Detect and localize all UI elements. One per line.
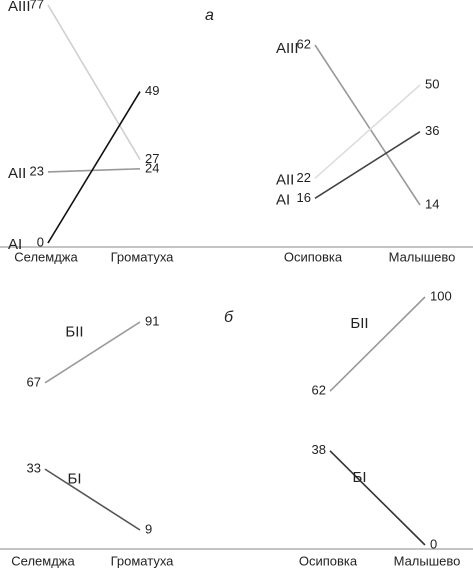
value-label: 62 [297, 36, 311, 51]
slope-line [329, 296, 426, 392]
category-label: Малышево [394, 553, 461, 568]
value-label: 50 [425, 76, 439, 91]
value-label: 38 [312, 442, 326, 457]
value-label: 33 [27, 461, 41, 476]
value-label: 16 [297, 190, 311, 205]
value-label: 27 [145, 151, 159, 166]
value-label: 23 [30, 163, 44, 178]
series-name: БII [350, 315, 368, 332]
slope-line [47, 91, 141, 244]
value-label: 0 [37, 234, 44, 249]
value-label: 14 [425, 196, 439, 211]
category-label: Осиповка [299, 553, 358, 568]
series-name: АIII [8, 0, 31, 15]
series-name: АI [276, 191, 290, 208]
category-label: Малышево [389, 249, 456, 264]
slope-line [44, 468, 141, 531]
category-label: Селемджа [14, 249, 78, 264]
value-label: 22 [297, 170, 311, 185]
value-label: 62 [312, 383, 326, 398]
slope-line [329, 450, 426, 546]
series-name: БII [65, 323, 83, 340]
value-label: 100 [430, 288, 452, 303]
panel-letter: а [205, 7, 214, 24]
category-label: Селемджа [11, 553, 75, 568]
value-label: 77 [30, 0, 44, 11]
slope-line [47, 4, 141, 160]
value-label: 36 [425, 123, 439, 138]
value-label: 49 [145, 83, 159, 98]
series-name: АII [8, 165, 26, 182]
value-label: 91 [145, 313, 159, 328]
category-label: Осиповка [284, 249, 343, 264]
panel-letter: б [224, 309, 234, 326]
value-label: 9 [145, 521, 152, 536]
series-name: БI [352, 469, 366, 486]
slope-line [47, 168, 141, 173]
value-label: 24 [145, 160, 159, 175]
slope-line [314, 44, 421, 206]
slope-line [44, 321, 141, 384]
value-label: 0 [430, 536, 437, 551]
value-label: 67 [27, 374, 41, 389]
category-label: Громатуха [111, 553, 175, 568]
series-name: АII [276, 171, 294, 188]
slope-line [314, 130, 421, 200]
series-name: БI [67, 471, 81, 488]
series-name: АIII [276, 40, 299, 57]
series-name: АI [8, 236, 22, 253]
category-label: Громатуха [111, 249, 175, 264]
slope-line [314, 84, 421, 179]
